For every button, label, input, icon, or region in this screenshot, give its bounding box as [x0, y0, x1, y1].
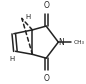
Text: H: H: [10, 56, 15, 62]
Text: H: H: [25, 14, 30, 20]
Text: CH₃: CH₃: [74, 40, 85, 45]
Text: N: N: [59, 38, 64, 47]
Text: O: O: [43, 74, 49, 83]
Text: O: O: [43, 1, 49, 10]
